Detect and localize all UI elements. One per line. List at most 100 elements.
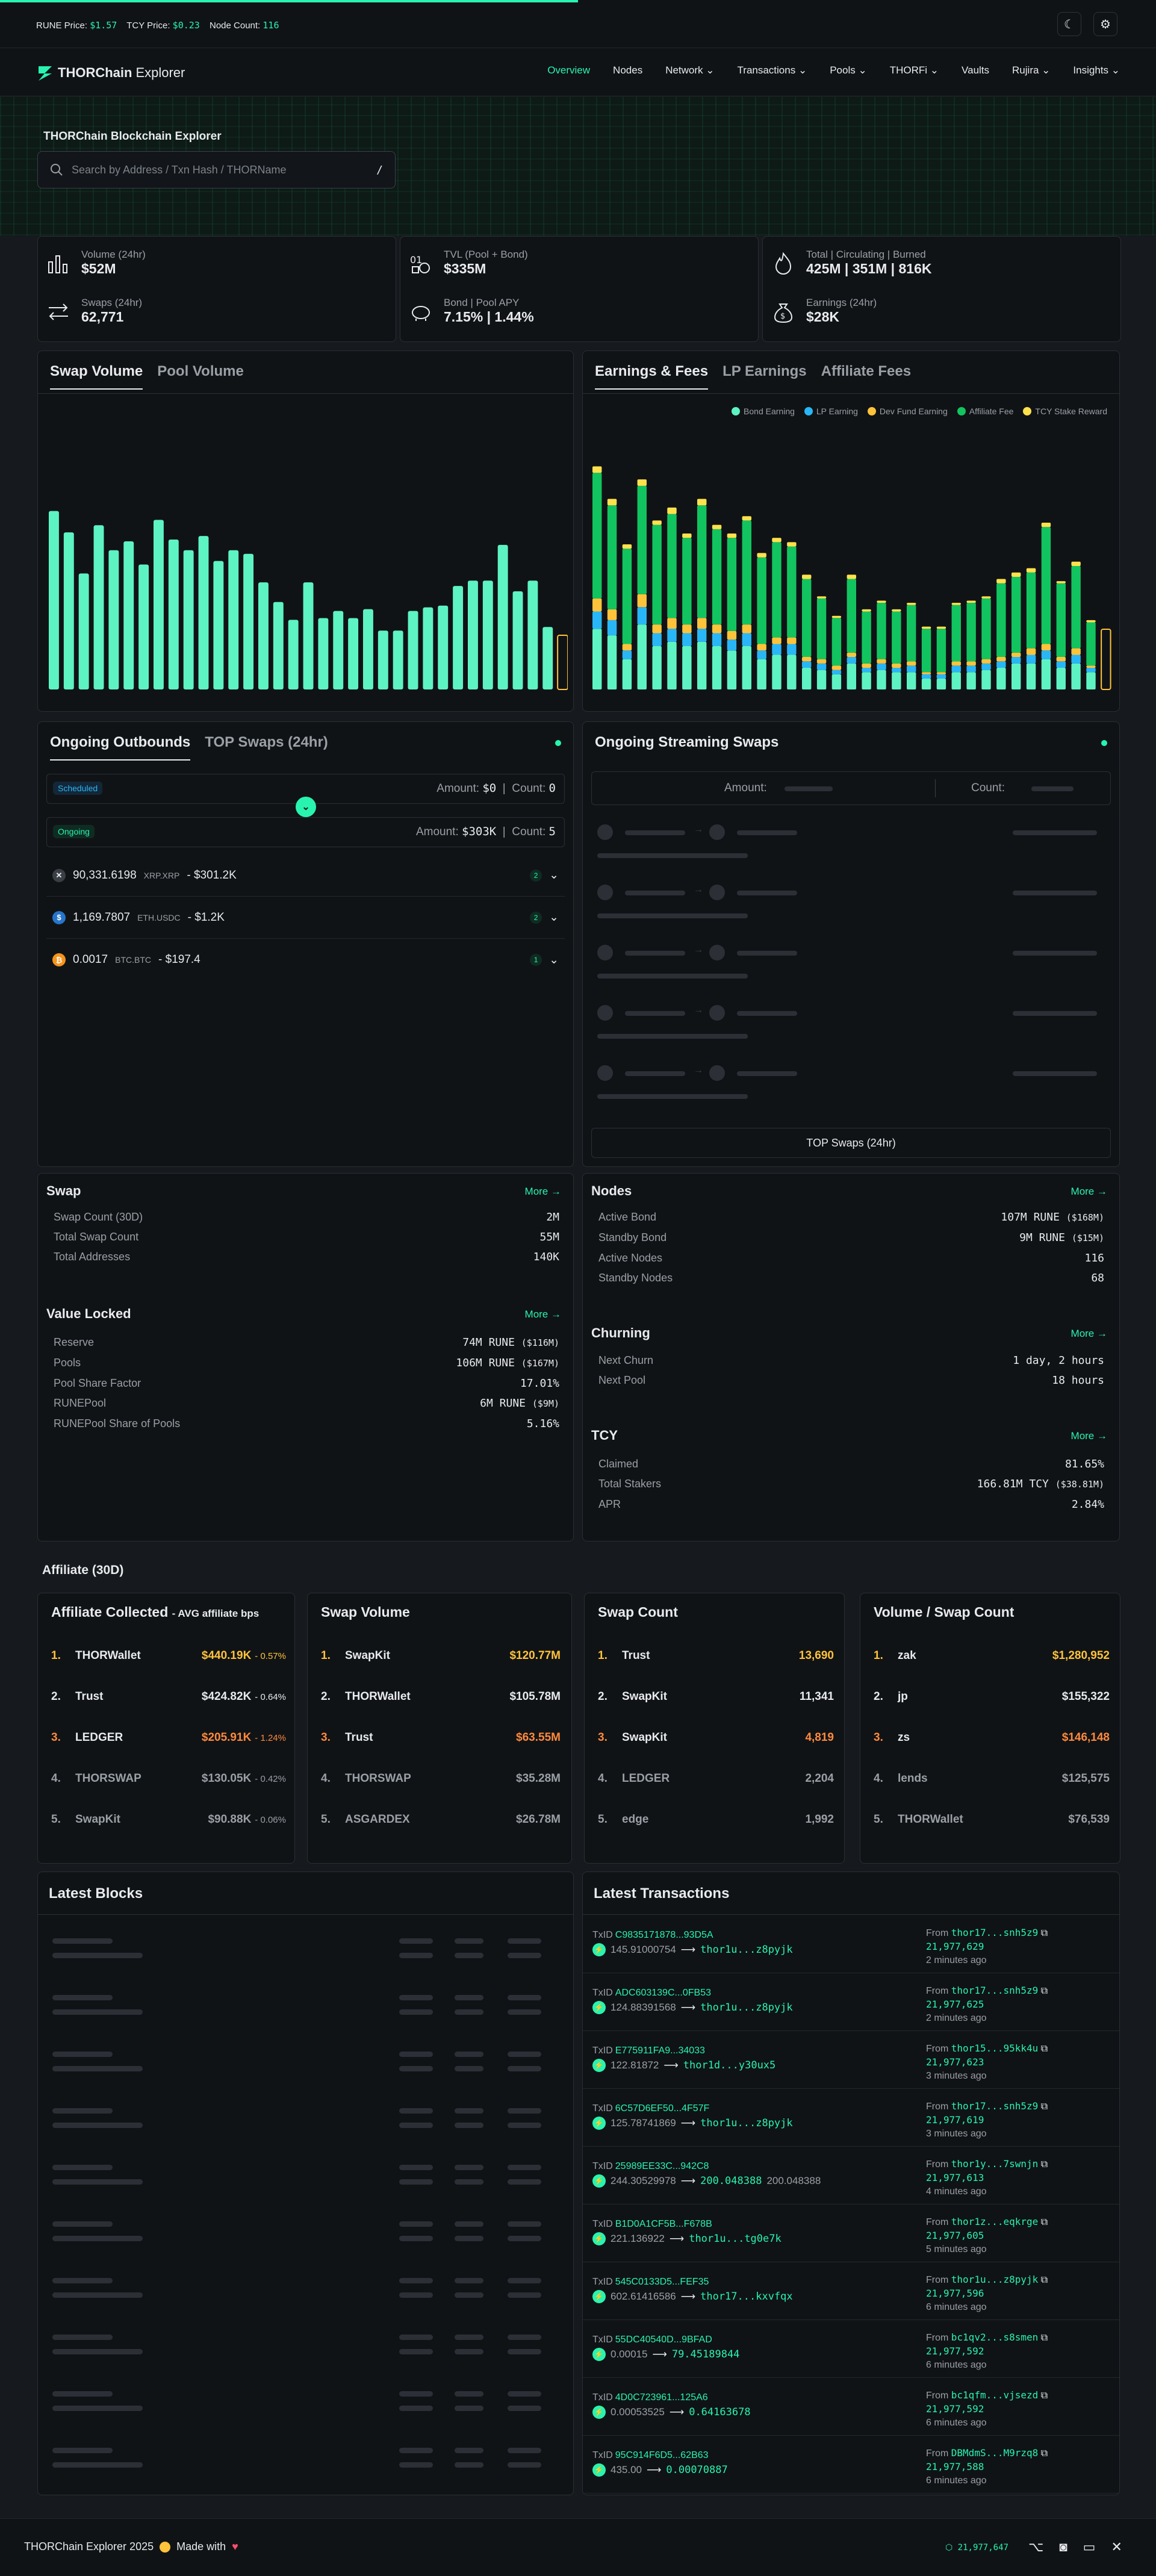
earnings-bar-segment[interactable] (847, 579, 856, 653)
list-item[interactable]: ₿ 0.0017 BTC.BTC - $197.4 1 ⌄ (46, 939, 565, 981)
earnings-bar-segment[interactable] (757, 553, 766, 558)
earnings-bar-segment[interactable] (996, 657, 1006, 662)
volume-bar[interactable] (527, 580, 538, 689)
earnings-bar-segment[interactable] (667, 507, 677, 514)
earnings-bar-segment[interactable] (892, 663, 901, 668)
ranking-row[interactable]: 1. Trust 13,690 (598, 1635, 834, 1676)
ranking-row[interactable]: 3. SwapKit 4,819 (598, 1717, 834, 1758)
earnings-bar-segment[interactable] (742, 633, 751, 647)
earnings-bar-segment[interactable] (757, 659, 766, 689)
volume-bar[interactable] (348, 618, 359, 689)
earnings-bar-segment[interactable] (936, 674, 946, 679)
earnings-bar-segment[interactable] (877, 663, 886, 670)
earnings-bar-segment[interactable] (1012, 657, 1021, 664)
more-link[interactable]: More → (1071, 1186, 1107, 1197)
earnings-bar-segment[interactable] (892, 609, 901, 612)
earnings-bar-segment[interactable] (847, 657, 856, 664)
volume-bar[interactable] (168, 540, 179, 689)
earnings-bar-segment[interactable] (877, 603, 886, 659)
volume-bar-current[interactable] (557, 635, 568, 690)
from-address[interactable]: thor1z...eqkrge (951, 2216, 1039, 2227)
legend-item[interactable]: Dev Fund Earning (867, 406, 948, 416)
earnings-bar-segment[interactable] (1041, 527, 1051, 644)
tx-id[interactable]: TxID 55DC40540D...9BFAD (592, 2335, 715, 2345)
list-item[interactable]: ✕ 90,331.6198 XRP.XRP - $301.2K 2 ⌄ (46, 854, 565, 897)
earnings-bar-segment[interactable] (907, 665, 916, 673)
earnings-bar-segment[interactable] (1012, 663, 1021, 689)
earnings-bar-segment[interactable] (742, 646, 751, 689)
nav-rujira[interactable]: Rujira ⌄ (1012, 64, 1050, 76)
volume-bar[interactable] (423, 607, 434, 689)
earnings-bar-segment[interactable] (862, 668, 871, 673)
block-height[interactable]: 21,977,619 (926, 2114, 984, 2126)
earnings-bar-segment[interactable] (697, 499, 707, 506)
earnings-bar-segment[interactable] (981, 596, 991, 599)
earnings-bar-segment[interactable] (1071, 648, 1081, 655)
volume-bar[interactable] (49, 511, 59, 689)
earnings-bar-segment[interactable] (921, 674, 931, 679)
block-height[interactable]: 21,977,588 (926, 2461, 984, 2472)
earnings-bar-segment[interactable] (652, 633, 662, 647)
volume-bar[interactable] (258, 582, 269, 689)
table-row[interactable]: TxID 25989EE33C...942C8 ⚡ 244.30529978 ⟶ 200.… (583, 2147, 1119, 2204)
earnings-bar-segment[interactable] (847, 663, 856, 689)
earnings-bar-segment[interactable] (951, 672, 961, 689)
tab-top-swaps[interactable]: TOP Swaps (24hr) (205, 734, 328, 750)
theme-toggle-button[interactable]: ☾ (1057, 12, 1081, 36)
tx-to[interactable]: 0.64163678 (689, 2406, 751, 2418)
tx-id[interactable]: TxID 6C57D6EF50...4F57F (592, 2103, 712, 2114)
copy-icon[interactable]: ⧉ (1040, 2102, 1048, 2112)
earnings-bar-segment[interactable] (1056, 581, 1066, 583)
earnings-bar-segment[interactable] (1012, 576, 1021, 653)
earnings-bar-segment[interactable] (802, 661, 812, 668)
earnings-bar-segment[interactable] (1041, 523, 1051, 527)
tx-to[interactable]: thor17...kxvfqx (700, 2291, 793, 2303)
volume-bar[interactable] (288, 620, 299, 689)
tx-id[interactable]: TxID E775911FA9...34033 (592, 2046, 707, 2056)
copy-icon[interactable]: ⧉ (1040, 2448, 1048, 2459)
volume-bar[interactable] (123, 541, 134, 689)
logo[interactable]: THORChain Explorer (36, 64, 185, 82)
nav-insights[interactable]: Insights ⌄ (1073, 64, 1120, 76)
earnings-bar-segment[interactable] (966, 672, 976, 689)
earnings-bar-current[interactable] (1101, 629, 1111, 690)
volume-bar[interactable] (228, 550, 239, 689)
tx-id[interactable]: TxID 95C914F6D5...62B63 (592, 2450, 711, 2461)
earnings-bar-segment[interactable] (712, 633, 722, 647)
earnings-bar-segment[interactable] (816, 598, 827, 659)
tab-affiliate-fees[interactable]: Affiliate Fees (821, 363, 912, 379)
from-address[interactable]: bc1qv2...s8smen (951, 2332, 1039, 2343)
copy-icon[interactable]: ⧉ (1040, 2159, 1048, 2170)
tx-id[interactable]: TxID 545C0133D5...FEF35 (592, 2277, 711, 2288)
earnings-bar-segment[interactable] (607, 635, 617, 689)
nav-transactions[interactable]: Transactions ⌄ (738, 64, 807, 76)
nav-thorfi[interactable]: THORFi ⌄ (890, 64, 939, 76)
earnings-bar-segment[interactable] (816, 596, 827, 599)
copy-icon[interactable]: ⧉ (1040, 2391, 1048, 2401)
earnings-bar-segment[interactable] (921, 629, 931, 673)
nav-nodes[interactable]: Nodes (613, 64, 643, 76)
tab-ongoing-outbounds[interactable]: Ongoing Outbounds (50, 734, 191, 761)
earnings-bar-segment[interactable] (816, 670, 827, 689)
earnings-bar-segment[interactable] (802, 657, 812, 662)
from-address[interactable]: thor17...snh5z9 (951, 2100, 1039, 2112)
block-height[interactable]: 21,977,625 (926, 1999, 984, 2010)
tx-id[interactable]: TxID C9835171878...93D5A (592, 1930, 716, 1941)
earnings-bar-segment[interactable] (592, 629, 602, 689)
earnings-bar-segment[interactable] (1026, 568, 1036, 573)
earnings-bar-segment[interactable] (951, 661, 961, 666)
tx-to[interactable]: 0.00070887 (666, 2464, 728, 2476)
earnings-bar-segment[interactable] (787, 546, 797, 638)
earnings-bar-segment[interactable] (682, 534, 692, 538)
earnings-bar-segment[interactable] (727, 650, 737, 689)
table-row[interactable]: TxID 95C914F6D5...62B63 ⚡ 435.00 ⟶ 0.00070887… (583, 2436, 1119, 2494)
copy-icon[interactable]: ⧉ (1040, 2333, 1048, 2343)
legend-item[interactable]: Affiliate Fee (957, 406, 1013, 416)
earnings-bar-segment[interactable] (652, 646, 662, 689)
settings-button[interactable]: ⚙ (1093, 12, 1117, 36)
earnings-bar-segment[interactable] (712, 524, 722, 529)
volume-bar[interactable] (198, 536, 209, 689)
monitor-icon[interactable]: ▭ (1083, 2539, 1096, 2554)
tx-id[interactable]: TxID B1D0A1CF5B...F678B (592, 2219, 715, 2230)
earnings-bar-segment[interactable] (637, 485, 647, 594)
